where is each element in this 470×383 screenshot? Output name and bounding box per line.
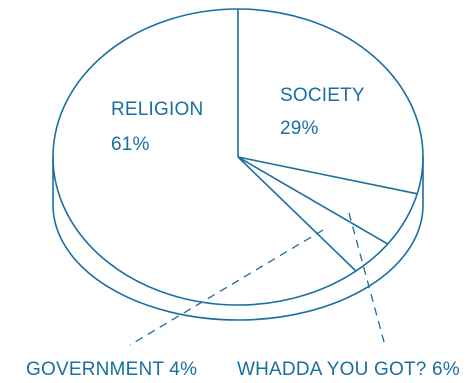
pie-side-outline bbox=[52, 157, 424, 321]
slice-boundaries bbox=[237, 9, 418, 272]
boundary-government-religion bbox=[237, 156, 357, 272]
government-label: GOVERNMENT 4% bbox=[26, 359, 197, 380]
society-label: SOCIETY bbox=[280, 85, 365, 106]
boundary-society-whadda bbox=[237, 156, 418, 195]
whadda-label: WHADDA YOU GOT? 6% bbox=[237, 359, 460, 380]
boundary-whadda-government bbox=[237, 156, 389, 245]
government-leader-line bbox=[129, 229, 324, 346]
religion-percent: 61% bbox=[111, 134, 150, 155]
society-percent: 29% bbox=[280, 118, 319, 139]
religion-label: RELIGION bbox=[111, 99, 203, 120]
